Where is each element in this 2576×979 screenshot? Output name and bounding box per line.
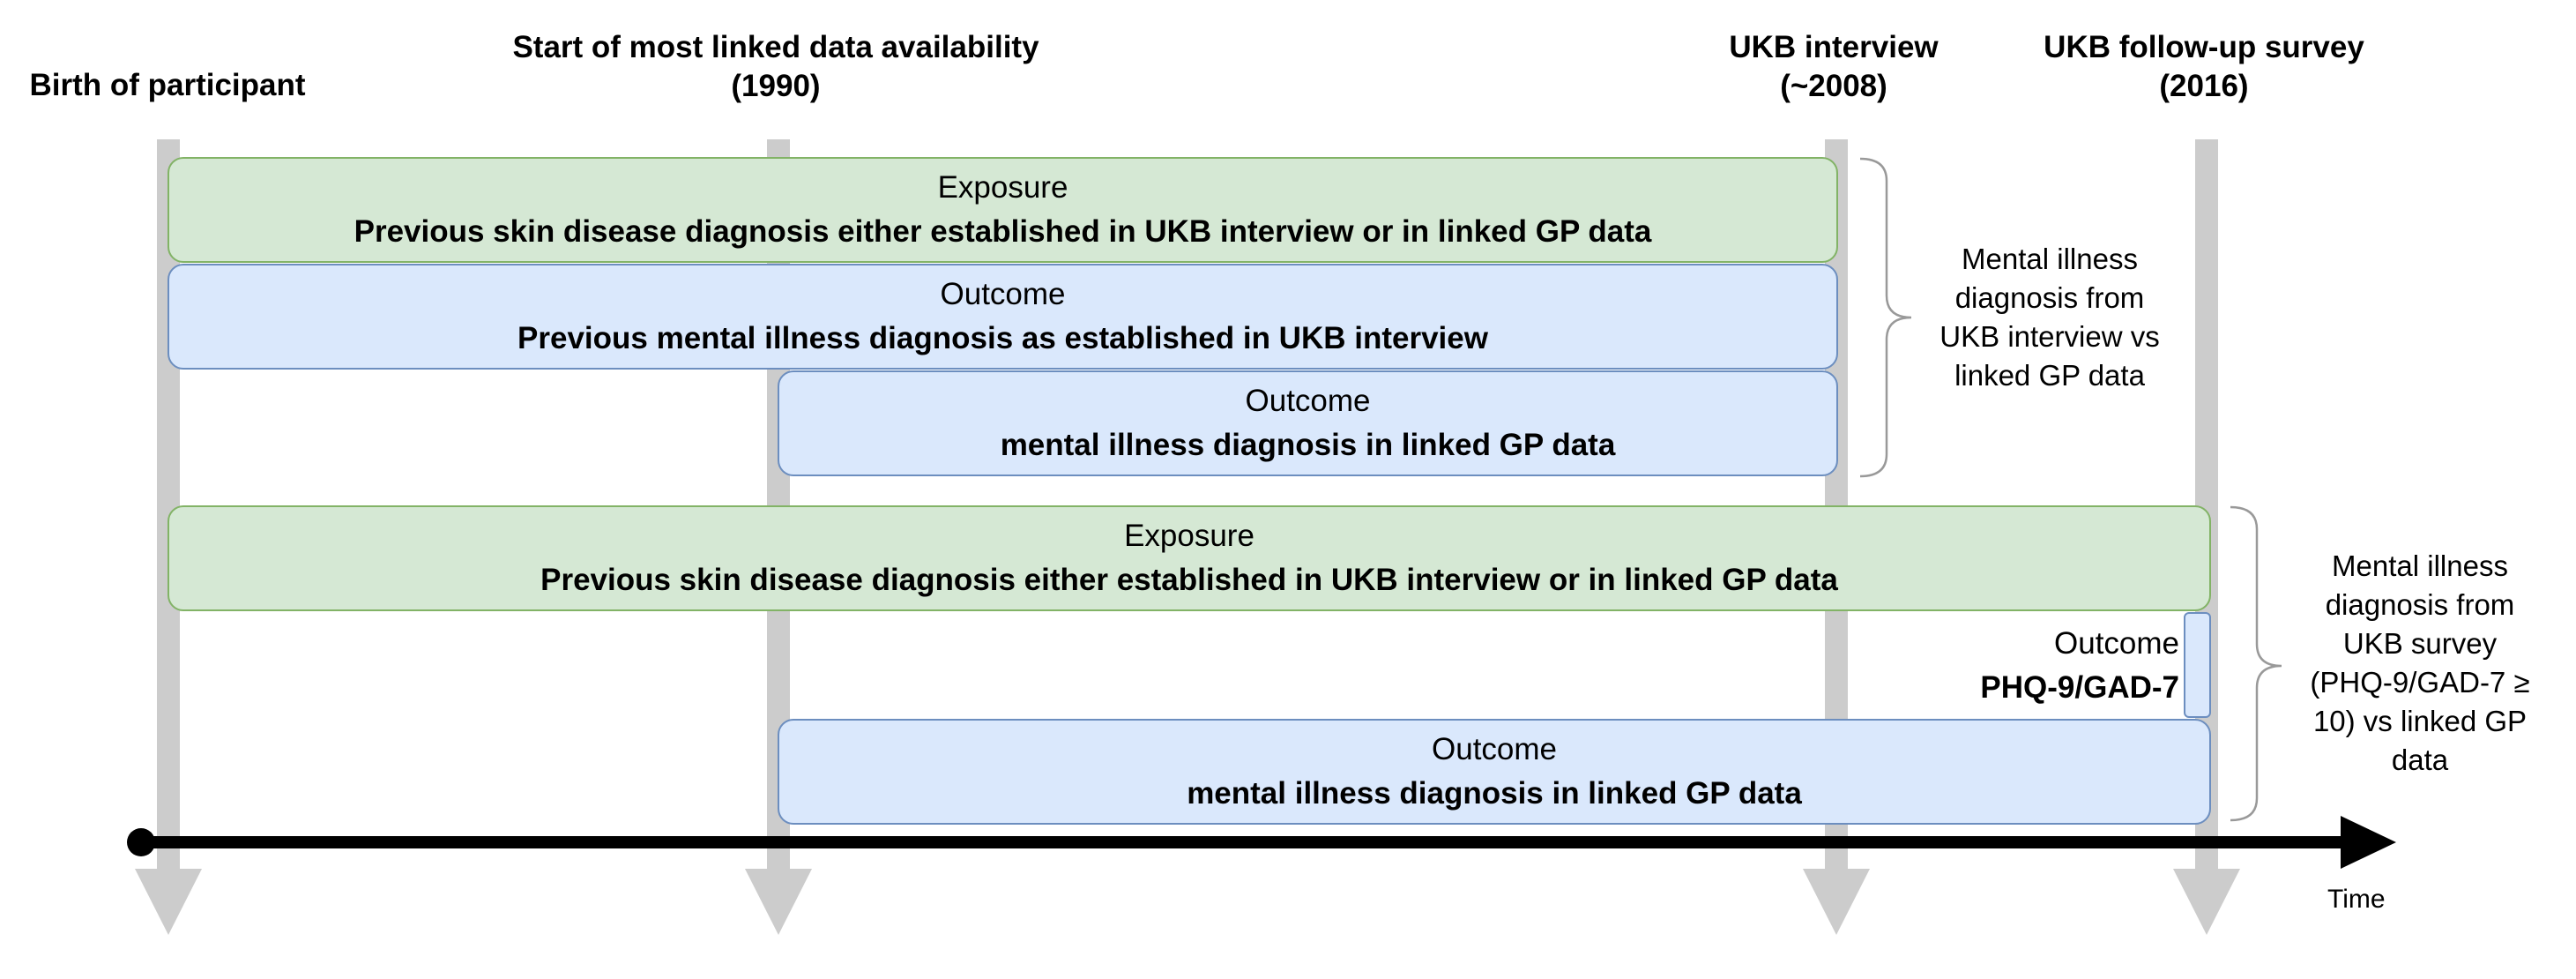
time-axis-arrowhead — [2341, 816, 2396, 869]
group1-outcome-gp-desc: mental illness diagnosis in linked GP da… — [1000, 428, 1616, 462]
guide-arrow-linked-data-start — [745, 869, 812, 935]
milestone-ukb-survey-year: (2016) — [2159, 69, 2249, 103]
group2-outcome-gp-desc: mental illness diagnosis in linked GP da… — [1187, 776, 1802, 811]
group2-exposure-desc: Previous skin disease diagnosis either e… — [540, 563, 1838, 597]
group1-exposure-desc: Previous skin disease diagnosis either e… — [354, 214, 1652, 249]
group1-curly-bracket — [1859, 157, 1912, 478]
milestone-linked-data-start-year: (1990) — [731, 69, 821, 103]
group2-exposure-kind: Exposure — [1124, 519, 1254, 553]
group2-exposure-box: Exposure Previous skin disease diagnosis… — [168, 505, 2211, 611]
milestone-ukb-survey: UKB follow-up survey (2016) — [1992, 28, 2416, 106]
milestone-ukb-interview-title: UKB interview — [1729, 30, 1939, 64]
guide-arrow-ukb-interview — [1803, 869, 1870, 935]
group1-bracket-line-4: linked GP data — [1954, 359, 2145, 392]
milestone-birth-label: Birth of participant — [29, 68, 306, 102]
group1-outcome-gp-kind: Outcome — [1245, 384, 1371, 418]
group1-exposure-kind: Exposure — [937, 170, 1068, 205]
guide-arrow-birth — [135, 869, 202, 935]
group1-outcome-interview-desc: Previous mental illness diagnosis as est… — [517, 321, 1488, 355]
group1-outcome-interview-kind: Outcome — [940, 277, 1066, 311]
time-axis-label: Time — [2327, 885, 2386, 914]
group2-bracket-line-5: 10) vs linked GP — [2312, 705, 2528, 737]
group2-outcome-survey-box — [2184, 612, 2211, 718]
group2-bracket-line-6: data — [2391, 744, 2449, 776]
group2-curly-bracket — [2230, 505, 2282, 822]
group1-bracket-label: Mental illness diagnosis from UKB interv… — [1909, 240, 2191, 395]
time-axis-start-dot — [127, 828, 155, 856]
group2-outcome-survey-kind: Outcome — [2054, 626, 2179, 661]
group1-exposure-box: Exposure Previous skin disease diagnosis… — [168, 157, 1838, 263]
milestone-ukb-interview: UKB interview (~2008) — [1657, 28, 2010, 106]
group2-bracket-line-2: diagnosis from — [2325, 588, 2515, 621]
milestone-linked-data-start-title: Start of most linked data availability — [512, 30, 1039, 64]
group2-bracket-line-1: Mental illness — [2332, 549, 2508, 582]
group1-bracket-line-1: Mental illness — [1962, 243, 2138, 275]
group2-outcome-survey-label: Outcome PHQ-9/GAD-7 — [1851, 622, 2179, 710]
group1-bracket-line-2: diagnosis from — [1954, 281, 2145, 314]
group1-bracket-line-3: UKB interview vs — [1939, 320, 2160, 353]
milestone-ukb-interview-year: (~2008) — [1780, 69, 1887, 103]
group2-bracket-label: Mental illness diagnosis from UKB survey… — [2283, 547, 2557, 780]
group1-outcome-interview-box: Outcome Previous mental illness diagnosi… — [168, 264, 1838, 370]
group2-outcome-gp-box: Outcome mental illness diagnosis in link… — [778, 719, 2211, 825]
group1-outcome-gp-box: Outcome mental illness diagnosis in link… — [778, 370, 1838, 476]
milestone-ukb-survey-title: UKB follow-up survey — [2044, 30, 2364, 64]
milestone-linked-data-start: Start of most linked data availability (… — [467, 28, 1084, 106]
guide-arrow-ukb-survey — [2173, 869, 2240, 935]
milestone-birth: Birth of participant — [0, 66, 335, 105]
group2-bracket-line-3: UKB survey — [2342, 627, 2498, 660]
group2-outcome-survey-desc: PHQ-9/GAD-7 — [1980, 670, 2179, 705]
group2-outcome-gp-kind: Outcome — [1432, 732, 1557, 766]
group2-bracket-line-4: (PHQ-9/GAD-7 ≥ — [2310, 666, 2530, 699]
